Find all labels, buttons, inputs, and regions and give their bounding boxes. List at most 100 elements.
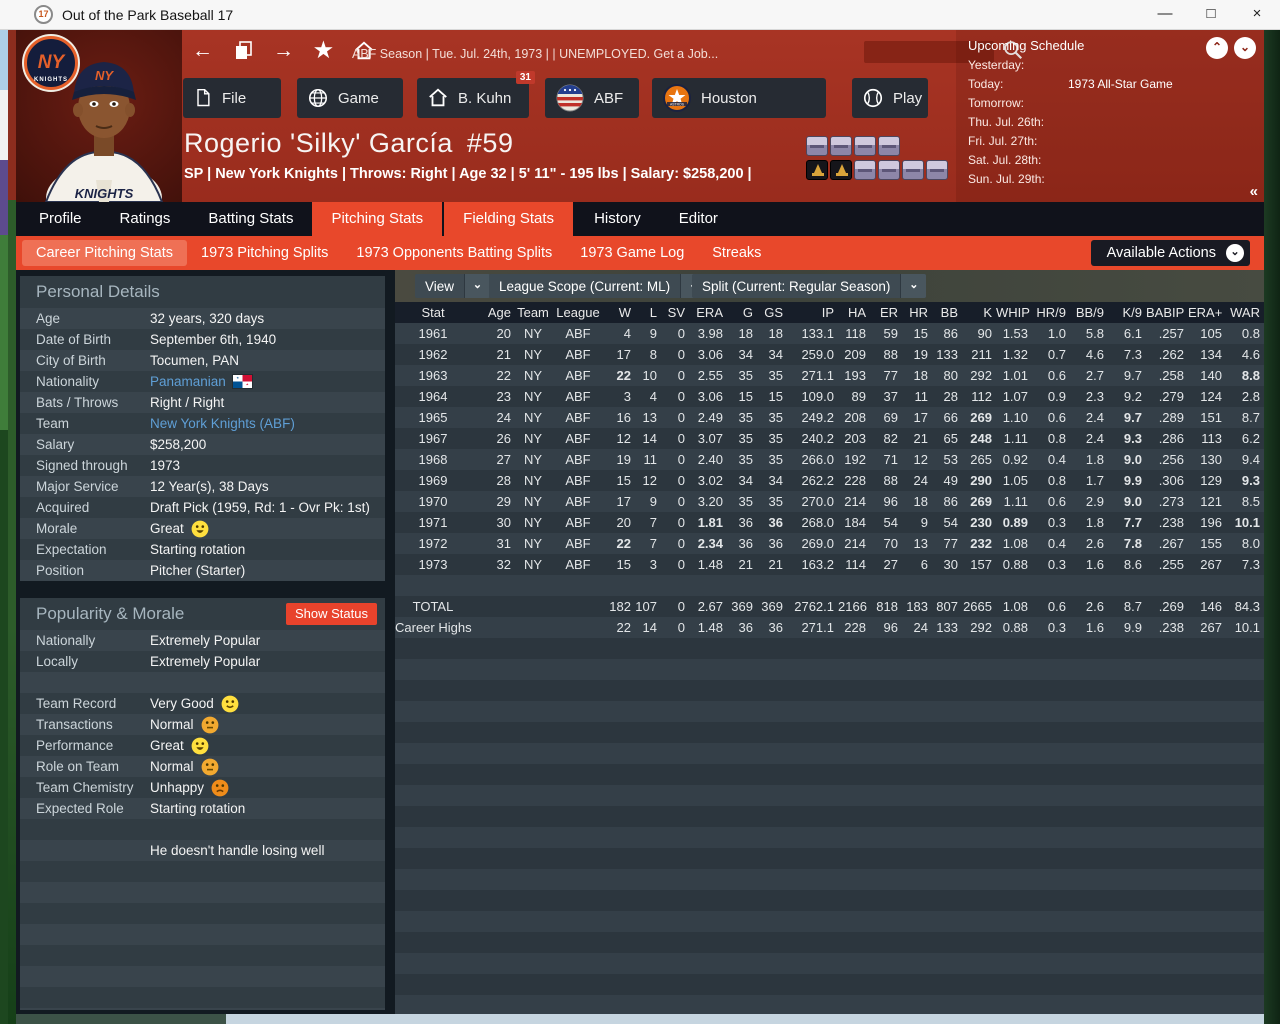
stat-cell: 15 — [616, 473, 631, 488]
dropdown-split[interactable]: Split (Current: Regular Season) ⌄ — [692, 274, 927, 298]
personal-detail-label: Nationality — [36, 374, 100, 389]
minimize-button[interactable]: — — [1157, 5, 1173, 22]
col-header-w[interactable]: W — [605, 302, 635, 323]
menu-button-game[interactable]: Game — [297, 78, 403, 118]
personal-detail-value[interactable]: Panamanian — [150, 371, 381, 392]
stat-cell: 30 — [496, 515, 511, 530]
personal-detail-value: 32 years, 320 days — [150, 308, 381, 329]
stat-cell: 133 — [936, 347, 958, 362]
tab-editor[interactable]: Editor — [678, 210, 718, 227]
schedule-down-icon[interactable]: ⌄ — [1234, 37, 1256, 59]
copy-icon[interactable] — [233, 40, 253, 62]
forward-icon[interactable]: → — [273, 39, 294, 62]
subtab-1973-game-log[interactable]: 1973 Game Log — [580, 245, 685, 261]
stat-cell: 96 — [883, 620, 898, 635]
stat-cell: ABF — [565, 431, 591, 446]
close-button[interactable]: × — [1252, 5, 1262, 22]
stat-cell: 0.4 — [1047, 536, 1066, 551]
tab-batting-stats[interactable]: Batting Stats — [208, 210, 294, 227]
col-header-gs[interactable]: GS — [757, 302, 787, 323]
personal-details-panel: Personal Details Age 32 years, 320 days Da… — [20, 276, 385, 581]
stat-cell: 0.6 — [1047, 368, 1066, 383]
col-header-k[interactable]: K — [962, 302, 996, 323]
menu-button-b-kuhn[interactable]: B. Kuhn 31 — [417, 71, 535, 118]
personal-detail-value: Pitcher (Starter) — [150, 560, 381, 581]
menu-button-play[interactable]: Play — [852, 78, 928, 118]
col-header-team[interactable]: Team — [515, 302, 555, 323]
col-header-bb[interactable]: BB — [932, 302, 962, 323]
stat-cell: 18 — [913, 368, 928, 383]
col-header-er[interactable]: ER — [870, 302, 902, 323]
scrollbar-thumb[interactable] — [16, 1014, 226, 1024]
search-input[interactable] — [864, 41, 994, 63]
show-status-button[interactable]: Show Status — [286, 603, 377, 625]
subtab-streaks[interactable]: Streaks — [712, 245, 762, 261]
popularity-value: He doesn't handle losing well — [150, 840, 381, 861]
maximize-button[interactable]: □ — [1206, 5, 1216, 22]
col-header-bb-9[interactable]: BB/9 — [1070, 302, 1108, 323]
stat-cell: .256 — [1158, 452, 1184, 467]
stat-cell: 69 — [883, 410, 898, 425]
subtab-career-pitching-stats[interactable]: Career Pitching Stats — [22, 240, 188, 266]
stat-cell: 0.88 — [1002, 557, 1028, 572]
col-header-league[interactable]: League — [555, 302, 605, 323]
col-header-hr-9[interactable]: HR/9 — [1032, 302, 1070, 323]
home-icon[interactable] — [353, 40, 375, 62]
col-header-era[interactable]: ERA+ — [1188, 302, 1226, 323]
col-header-sv[interactable]: SV — [661, 302, 689, 323]
tab-pitching-stats[interactable]: Pitching Stats — [312, 202, 445, 236]
col-header-babip[interactable]: BABIP — [1146, 302, 1188, 323]
stat-cell: .262 — [1158, 347, 1184, 362]
col-header-hr[interactable]: HR — [902, 302, 932, 323]
back-icon[interactable]: ← — [192, 39, 213, 62]
col-header-stat[interactable]: Stat — [395, 302, 475, 323]
stat-cell: 228 — [844, 473, 866, 488]
tab-profile[interactable]: Profile — [39, 210, 82, 227]
chevron-down-icon: ⌄ — [464, 274, 491, 298]
stat-cell: ABF — [565, 389, 591, 404]
menu-button-abf[interactable]: ABF — [545, 78, 639, 118]
personal-detail-value[interactable]: New York Knights (ABF) — [150, 413, 381, 434]
col-header-war[interactable]: WAR — [1226, 302, 1264, 323]
search-icon[interactable] — [1002, 39, 1024, 61]
available-actions-button[interactable]: Available Actions ⌄ — [1090, 240, 1250, 266]
personal-detail-value-text: Right / Right — [150, 395, 225, 410]
col-header-era[interactable]: ERA — [689, 302, 727, 323]
favorite-star-icon[interactable]: ★ — [314, 39, 333, 62]
stat-cell: 36 — [768, 620, 783, 635]
subtab-1973-opponents-batting-splits[interactable]: 1973 Opponents Batting Splits — [356, 245, 553, 261]
col-header-ip[interactable]: IP — [787, 302, 838, 323]
tab-history[interactable]: History — [594, 210, 641, 227]
dropdown-league-scope[interactable]: League Scope (Current: ML)⌄ — [489, 274, 707, 298]
col-header-ha[interactable]: HA — [838, 302, 870, 323]
schedule-row: Thu. Jul. 26th: — [968, 115, 1044, 129]
schedule-up-icon[interactable]: ⌃ — [1206, 37, 1228, 59]
horizontal-scrollbar[interactable] — [16, 1014, 1264, 1024]
stat-cell: 1.81 — [697, 515, 723, 530]
stat-cell: 14 — [642, 431, 657, 446]
col-header-k-9[interactable]: K/9 — [1108, 302, 1146, 323]
col-header-age[interactable]: Age — [475, 302, 515, 323]
award-trophy-icon — [830, 160, 852, 180]
stat-cell: NY — [523, 410, 543, 425]
col-header-whip[interactable]: WHIP — [996, 302, 1032, 323]
stat-cell: ABF — [565, 515, 591, 530]
col-header-l[interactable]: L — [635, 302, 661, 323]
collapse-panel-icon[interactable]: « — [1249, 183, 1258, 200]
stats-row: 1968 27 NY ABF 19 11 0 2.40 35 35 266.0 192 71 12 53 26… — [395, 449, 1264, 470]
app-icon: 17 — [34, 5, 53, 24]
stat-cell: 26 — [496, 431, 511, 446]
subtab-1973-pitching-splits[interactable]: 1973 Pitching Splits — [201, 245, 329, 261]
stat-cell: 36 — [768, 515, 783, 530]
team-logo-knights[interactable]: NY KNIGHTS — [24, 36, 78, 90]
tab-fielding-stats[interactable]: Fielding Stats — [444, 202, 576, 236]
baseball-icon — [862, 87, 884, 109]
tab-ratings[interactable]: Ratings — [119, 210, 171, 227]
menu-button-file[interactable]: File — [183, 78, 281, 118]
stat-cell: NY — [523, 515, 543, 530]
menu-button-houston[interactable]: ASTROS Houston — [652, 78, 826, 118]
dropdown-view[interactable]: View ⌄ — [415, 274, 491, 298]
stats-column: View⌄League Scope (Current: ML)⌄Split (C… — [395, 270, 1264, 1014]
col-header-g[interactable]: G — [727, 302, 757, 323]
schedule-row: Sat. Jul. 28th: — [968, 153, 1041, 167]
